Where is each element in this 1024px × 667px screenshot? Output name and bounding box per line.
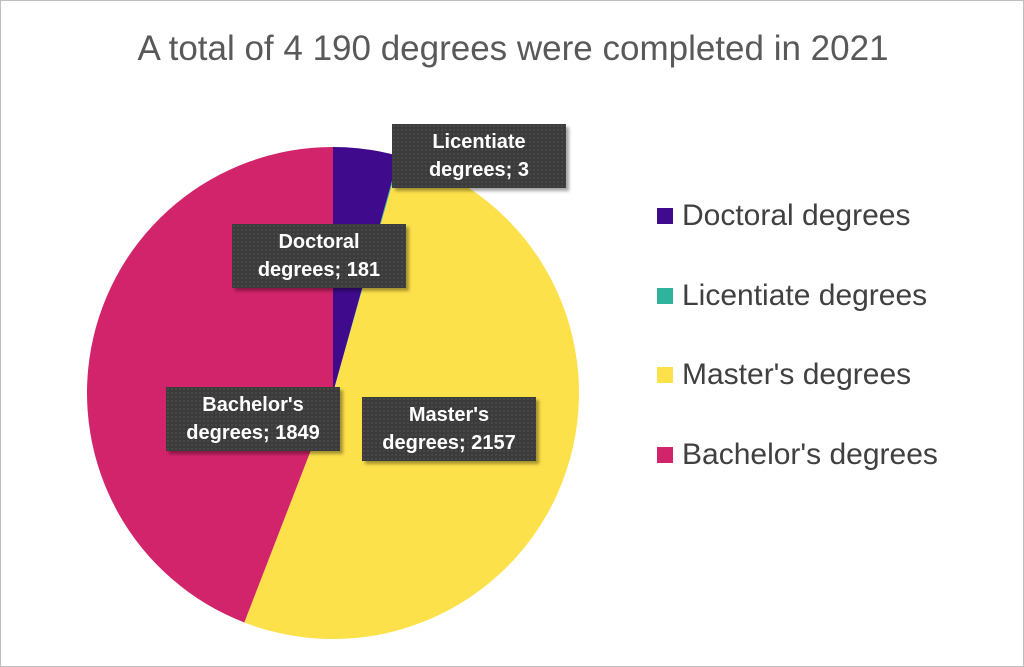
data-label: Master's degrees; 2157 [362, 397, 536, 461]
legend-swatch [657, 208, 673, 224]
legend-item: Doctoral degrees [657, 196, 910, 236]
legend-label: Doctoral degrees [682, 199, 911, 232]
legend-label: Master's degrees [682, 358, 912, 391]
data-label: Doctoral degrees; 181 [232, 224, 406, 288]
data-label: Licentiate degrees; 3 [392, 124, 566, 188]
legend-item: Master's degrees [657, 355, 911, 395]
legend-swatch [657, 287, 673, 304]
legend-swatch [657, 446, 673, 463]
legend-label: Bachelor's degrees [682, 437, 938, 471]
legend-item: Licentiate degrees [657, 276, 927, 316]
chart-title: A total of 4 190 degrees were completed … [137, 29, 889, 68]
legend-item: Bachelor's degrees [657, 435, 938, 475]
legend-label: Licentiate degrees [682, 278, 928, 312]
data-label: Bachelor's degrees; 1849 [166, 387, 340, 451]
legend-swatch [657, 367, 673, 383]
